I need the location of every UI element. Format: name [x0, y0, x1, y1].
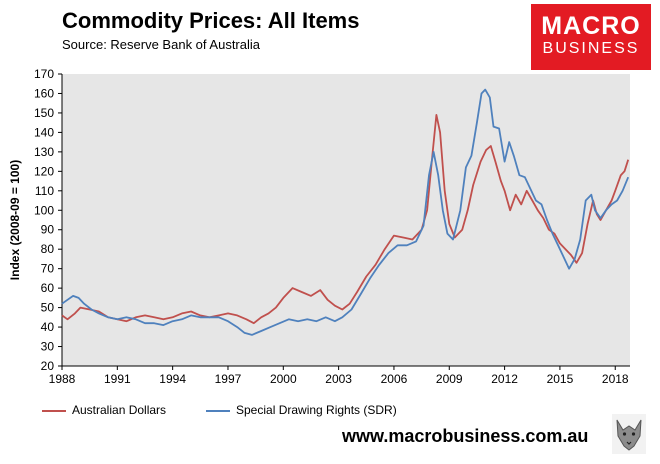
- wolf-logo-icon: [612, 414, 646, 454]
- x-tick-label: 1988: [49, 372, 76, 386]
- y-tick-label: 140: [34, 125, 54, 139]
- chart-title: Commodity Prices: All Items: [62, 8, 360, 33]
- logo-line-2: BUSINESS: [542, 40, 640, 57]
- y-tick-label: 60: [41, 281, 55, 295]
- y-tick-label: 100: [34, 203, 54, 217]
- x-tick-label: 2003: [325, 372, 352, 386]
- legend-swatch-sdr: [206, 409, 230, 412]
- legend-label-aud: Australian Dollars: [72, 403, 167, 417]
- y-tick-label: 80: [41, 242, 55, 256]
- legend-item-aud: Australian Dollars: [42, 403, 166, 417]
- legend-swatch-aud: [42, 409, 66, 412]
- legend-label-sdr: Special Drawing Rights (SDR): [236, 403, 397, 417]
- commodity-price-chart: 20 30 40 50 60 70 80 90 100 110 120 130 140 150 160 170…: [8, 67, 630, 386]
- y-tick-label: 50: [41, 301, 55, 315]
- chart-source: Source: Reserve Bank of Australia: [62, 37, 260, 52]
- y-tick-label: 120: [34, 164, 54, 178]
- x-tick-label: 1991: [104, 372, 131, 386]
- x-tick-label: 2000: [270, 372, 297, 386]
- website-url[interactable]: www.macrobusiness.com.au: [342, 426, 589, 446]
- legend-item-sdr: Special Drawing Rights (SDR): [206, 403, 397, 417]
- y-tick-label: 30: [41, 340, 55, 354]
- x-tick-label: 1994: [159, 372, 186, 386]
- macrobusiness-logo: MACRO BUSINESS: [531, 4, 651, 70]
- y-tick-label: 40: [41, 320, 55, 334]
- x-tick-label: 2006: [381, 372, 408, 386]
- series-line-aud: [61, 114, 630, 325]
- y-tick-label: 130: [34, 145, 54, 159]
- y-tick-label: 70: [41, 262, 55, 276]
- logo-line-1: MACRO: [541, 12, 641, 40]
- x-tick-label: 2012: [491, 372, 518, 386]
- y-tick-label: 150: [34, 106, 54, 120]
- y-tick-label: 160: [34, 86, 54, 100]
- y-tick-label: 90: [41, 223, 55, 237]
- x-tick-label: 1997: [215, 372, 242, 386]
- y-axis-label: Index (2008-09 = 100): [8, 160, 22, 280]
- series-line-sdr: [61, 88, 630, 336]
- x-tick-label: 2009: [436, 372, 463, 386]
- y-tick-label: 170: [34, 67, 54, 81]
- x-tick-label: 2015: [547, 372, 574, 386]
- y-tick-label: 110: [35, 184, 54, 198]
- x-tick-label: 2018: [602, 372, 629, 386]
- y-tick-label: 20: [41, 359, 55, 373]
